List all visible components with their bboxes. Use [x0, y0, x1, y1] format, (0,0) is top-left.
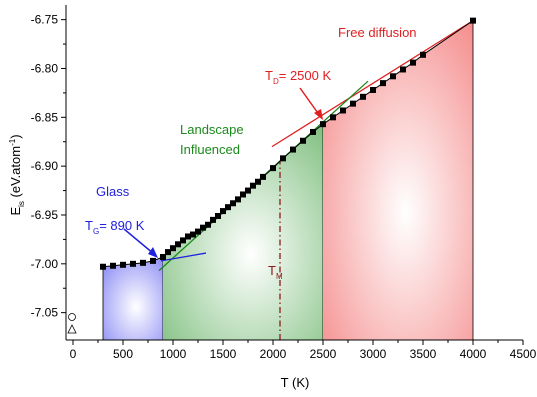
marker	[350, 100, 356, 107]
symbol	[67, 324, 77, 334]
marker	[270, 165, 276, 172]
marker	[140, 259, 146, 266]
y-title-part: -1	[8, 138, 17, 146]
marker	[330, 114, 336, 121]
y-axis-title: Eis (eV.atom-1)	[8, 134, 26, 215]
marker	[410, 59, 416, 66]
annotation: Glass	[96, 184, 130, 199]
annotation-part: T	[85, 218, 93, 233]
marker	[390, 73, 396, 80]
marker	[220, 208, 226, 215]
marker	[205, 221, 211, 228]
x-tick-label: 3500	[410, 347, 437, 361]
x-axis-title: T (K)	[281, 375, 310, 390]
marker	[180, 237, 186, 244]
marker	[150, 257, 156, 264]
annotation-part: = 2500 K	[279, 68, 332, 83]
marker	[470, 17, 476, 24]
marker	[320, 121, 326, 128]
marker	[290, 146, 296, 153]
annotation-part: D	[273, 77, 279, 86]
annotation: Free diffusion	[338, 25, 417, 40]
marker	[360, 93, 366, 100]
y-title-part: E	[8, 207, 23, 216]
annotation-part: = 890 K	[99, 218, 145, 233]
y-tick-label: -6.85	[31, 110, 59, 124]
y-tick-label: -6.95	[31, 208, 59, 222]
annotation: Landscape	[180, 122, 244, 137]
x-tick-label: 2000	[260, 347, 287, 361]
marker	[240, 191, 246, 198]
marker	[380, 80, 386, 87]
marker	[230, 200, 236, 207]
symbol	[68, 313, 76, 321]
marker	[245, 187, 251, 194]
region	[163, 124, 323, 341]
marker	[165, 249, 171, 256]
marker	[190, 231, 196, 238]
annotation-part: T	[268, 263, 276, 278]
marker	[185, 233, 191, 240]
x-tick-label: 500	[113, 347, 133, 361]
marker	[370, 86, 376, 93]
arrowhead	[314, 109, 323, 120]
marker	[120, 261, 126, 268]
marker	[235, 196, 241, 203]
x-tick-label: 3000	[360, 347, 387, 361]
y-tick-label: -6.90	[31, 159, 59, 173]
region	[103, 256, 163, 340]
marker	[310, 128, 316, 135]
marker	[420, 51, 426, 58]
x-tick-label: 0	[70, 347, 77, 361]
annotation: TM	[268, 263, 283, 281]
marker	[200, 224, 206, 231]
marker	[400, 66, 406, 73]
marker	[160, 253, 166, 260]
marker	[340, 107, 346, 114]
marker	[255, 178, 261, 185]
marker	[260, 173, 266, 180]
y-title-part: (eV.atom	[8, 146, 23, 201]
marker	[225, 204, 231, 211]
x-tick-label: 1500	[210, 347, 237, 361]
annotation: TD= 2500 K	[265, 68, 331, 86]
marker	[300, 137, 306, 144]
marker	[210, 216, 216, 223]
arrow	[123, 228, 155, 255]
marker	[250, 182, 256, 189]
y-tick-label: -7.05	[31, 306, 59, 320]
annotation-part: G	[93, 227, 99, 236]
marker	[280, 155, 286, 162]
marker	[175, 241, 181, 248]
arrow	[299, 87, 321, 117]
y-tick-label: -6.75	[31, 13, 59, 27]
arrowhead	[148, 247, 158, 258]
x-tick-label: 4000	[460, 347, 487, 361]
marker	[195, 228, 201, 235]
annotation-part: T	[265, 68, 273, 83]
marker	[215, 212, 221, 219]
marker	[130, 260, 136, 267]
y-tick-label: -7.00	[31, 257, 59, 271]
x-tick-label: 1000	[160, 347, 187, 361]
fit-line	[160, 252, 207, 262]
annotation: Influenced	[180, 142, 240, 157]
annotation-part: M	[276, 272, 283, 281]
fit-line	[271, 20, 474, 148]
region	[323, 20, 473, 340]
annotation: TG= 890 K	[85, 218, 145, 236]
y-title-part: is	[17, 201, 26, 207]
x-tick-label: 4500	[510, 347, 537, 361]
marker	[110, 262, 116, 269]
marker	[100, 263, 106, 270]
x-tick-label: 2500	[310, 347, 337, 361]
y-tick-label: -6.80	[31, 61, 59, 75]
marker	[170, 245, 176, 252]
y-title-part: )	[8, 134, 23, 138]
